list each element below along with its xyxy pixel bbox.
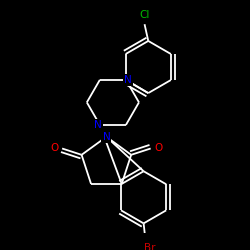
Text: N: N bbox=[94, 120, 102, 130]
Text: N: N bbox=[102, 132, 110, 142]
Text: N: N bbox=[124, 75, 132, 85]
Text: O: O bbox=[50, 144, 59, 154]
Text: Cl: Cl bbox=[139, 10, 150, 20]
Text: Br: Br bbox=[144, 242, 156, 250]
Text: O: O bbox=[154, 144, 162, 154]
